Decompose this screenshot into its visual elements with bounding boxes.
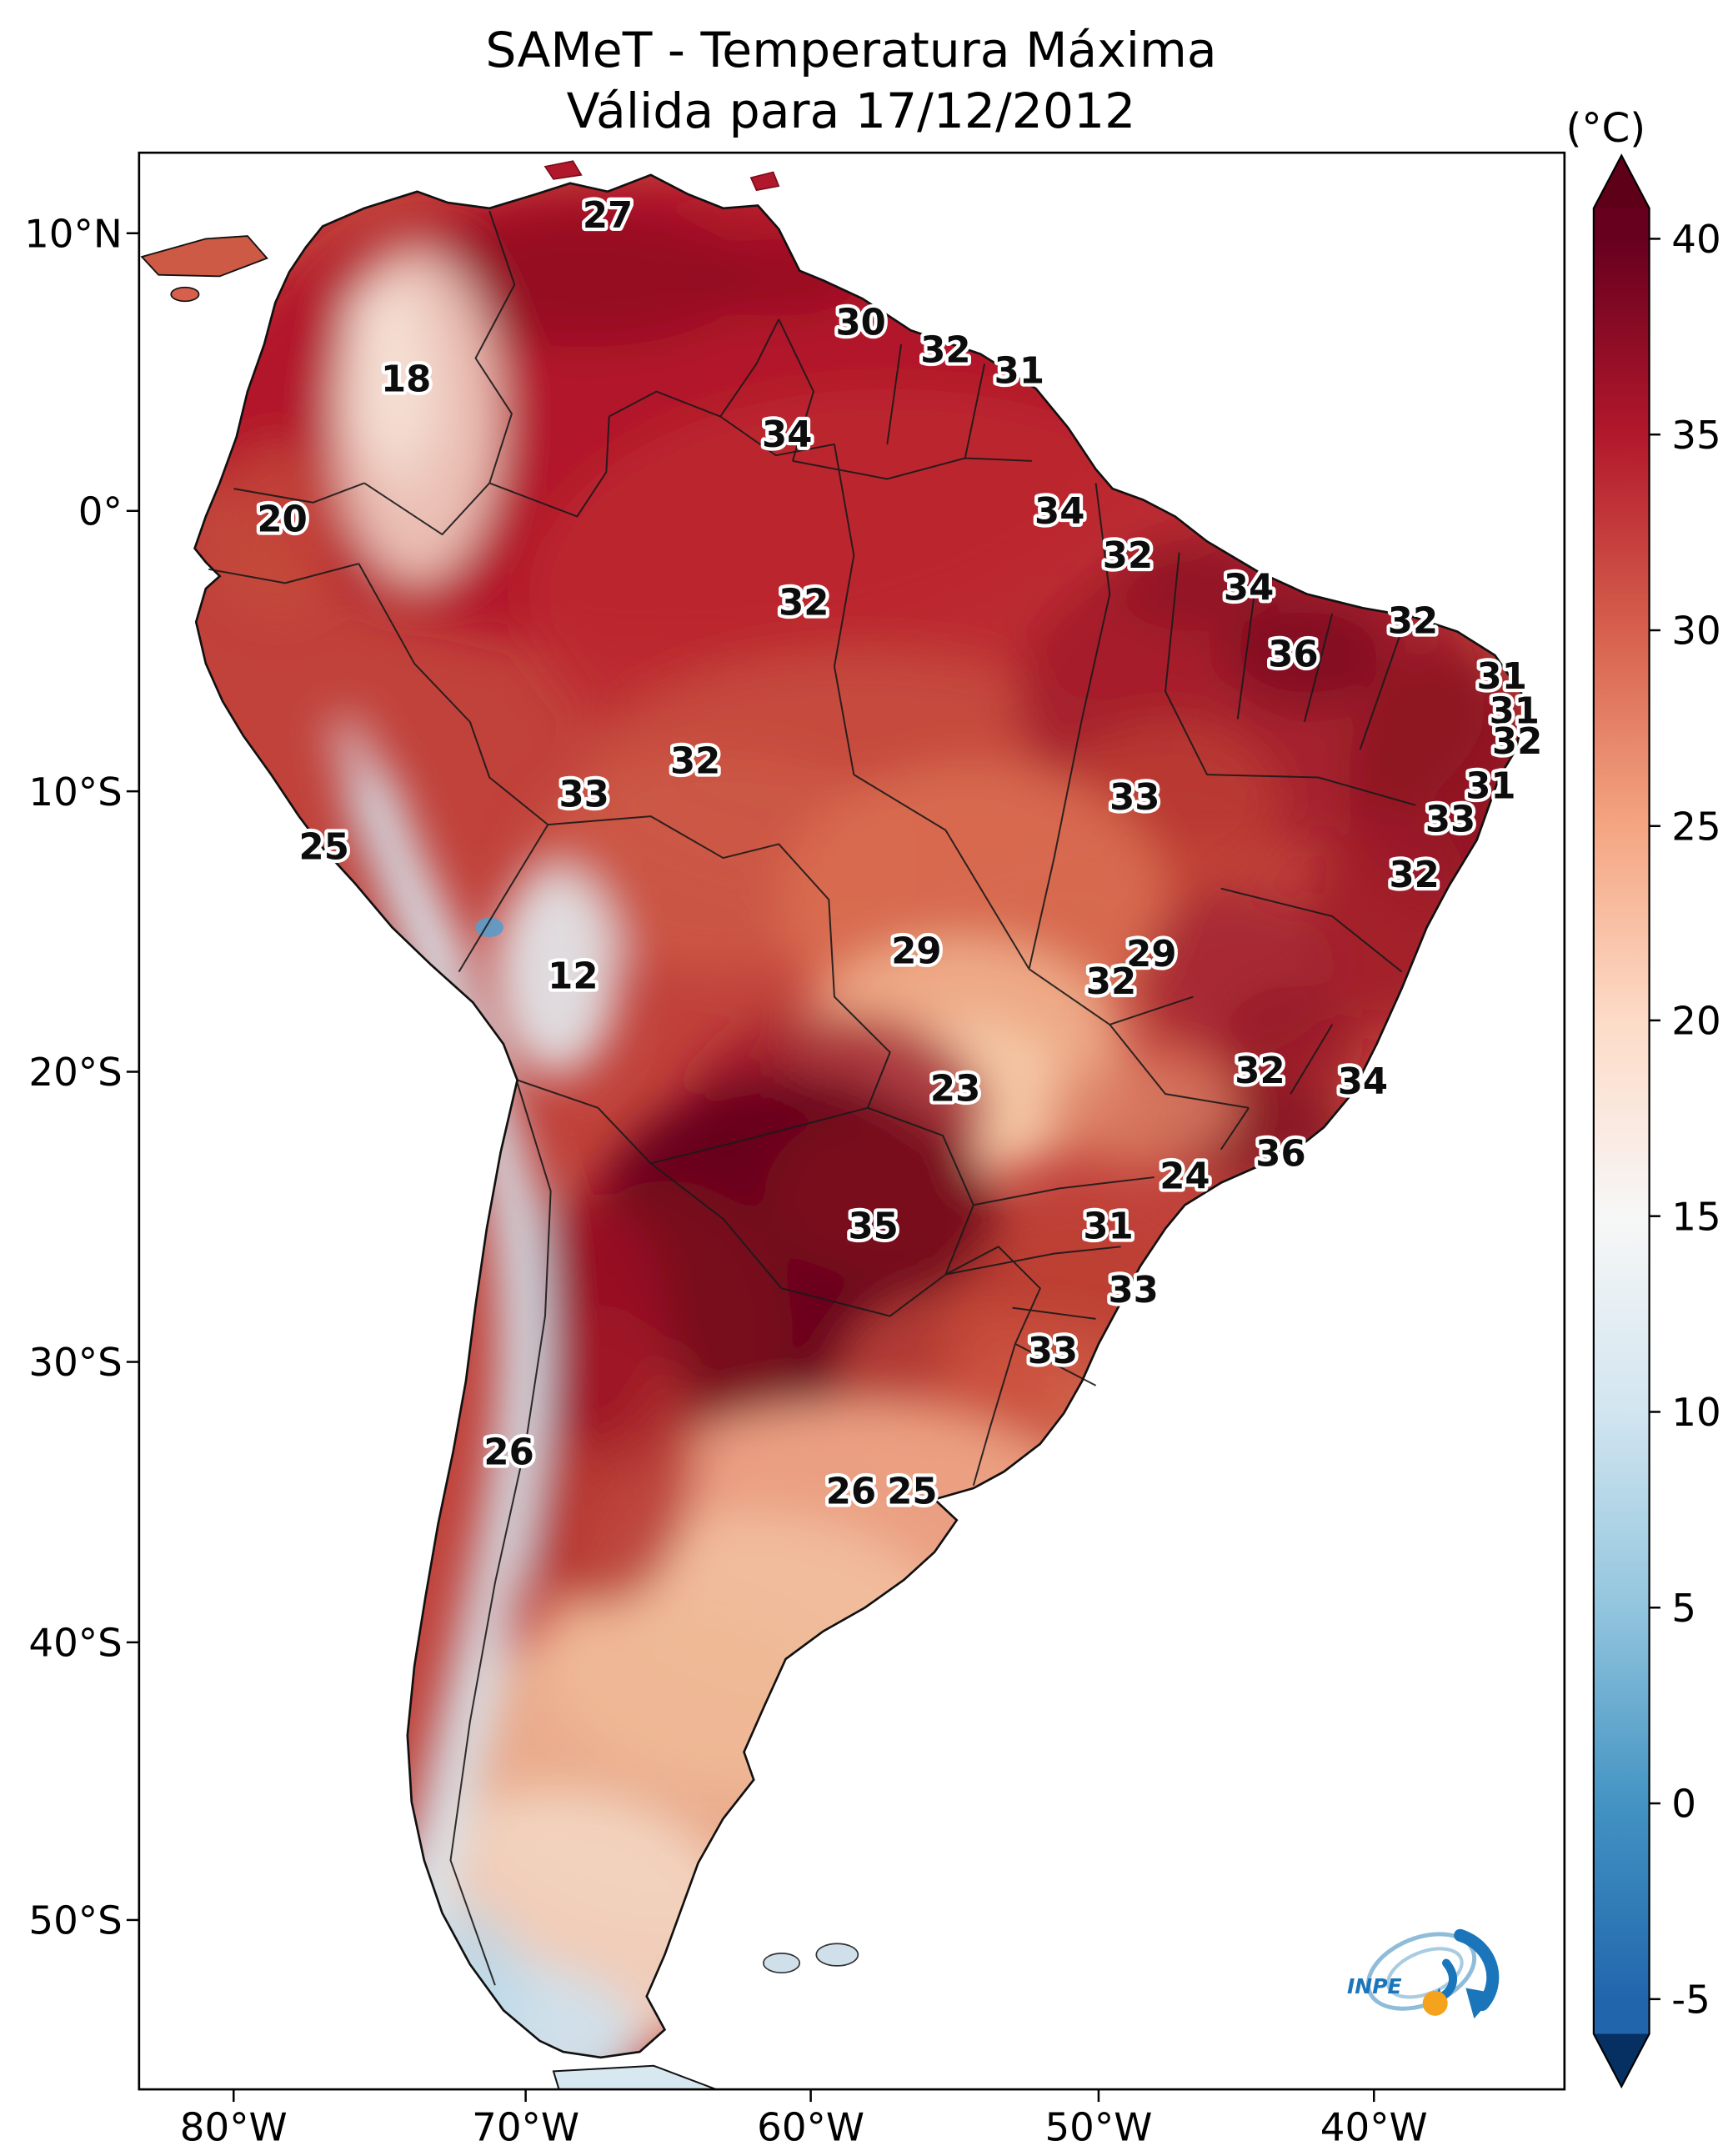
temp-label: 32 [1103, 535, 1153, 577]
y-tick-label: 0° [78, 489, 123, 534]
y-tick-label: 40°S [28, 1622, 122, 1667]
colorbar-unit-label: (°C) [1565, 105, 1645, 152]
temp-label: 34 [1338, 1061, 1388, 1103]
y-tick-label: 20°S [28, 1050, 122, 1096]
y-tick-label: 10°N [24, 212, 123, 257]
southern-islands [552, 1943, 859, 2090]
y-axis: 10°N 0° 10°S 20°S 30°S 40°S 50°S [24, 212, 139, 1944]
colorbar-tick-label: 15 [1671, 1195, 1720, 1240]
temp-label: 26 [826, 1471, 876, 1512]
colorbar-tick-label: -5 [1671, 1978, 1710, 2023]
x-tick-label: 80°W [180, 2106, 288, 2151]
temp-label: 30 [835, 302, 885, 343]
temp-label: 32 [779, 583, 829, 624]
temp-label: 33 [1108, 1270, 1158, 1311]
temp-label: 31 [994, 351, 1044, 393]
temp-label: 31 [1477, 656, 1527, 698]
temp-label: 32 [1492, 721, 1542, 763]
colorbar-tick-label: 20 [1671, 1000, 1720, 1045]
colorbar-tick-label: 5 [1671, 1587, 1696, 1632]
temp-label: 12 [548, 956, 598, 998]
temp-label: 34 [762, 414, 812, 456]
temp-label: 33 [1028, 1331, 1078, 1372]
temp-label: 35 [849, 1206, 899, 1247]
colorbar: 40 35 30 25 20 15 10 5 0 -5 [1592, 153, 1721, 2089]
temp-label: 36 [1255, 1134, 1305, 1176]
colorbar-tick-label: 0 [1671, 1782, 1696, 1828]
temp-label: 29 [1126, 934, 1176, 975]
map-title: SAMeT - Temperatura Máxima [485, 22, 1216, 78]
temp-label: 32 [1086, 961, 1136, 1003]
inpe-logo-dot [1422, 1990, 1448, 2016]
temp-label: 29 [891, 931, 941, 973]
colorbar-tick-label: 10 [1671, 1391, 1720, 1436]
colorbar-tick-label: 25 [1671, 805, 1720, 850]
temp-label: 23 [930, 1069, 980, 1111]
temp-label: 24 [1160, 1156, 1210, 1197]
y-tick-label: 30°S [28, 1341, 122, 1386]
colorbar-over-arrow [1593, 155, 1650, 208]
colorbar-tick-label: 30 [1671, 609, 1720, 654]
temp-label: 32 [1235, 1050, 1285, 1092]
x-tick-label: 60°W [757, 2106, 864, 2151]
temp-label: 32 [670, 741, 720, 783]
temp-label: 32 [1388, 600, 1438, 642]
temp-label: 25 [299, 827, 349, 869]
colorbar-outline [1592, 153, 1650, 2089]
y-tick-label: 10°S [28, 770, 122, 815]
temp-label: 33 [1109, 777, 1160, 819]
x-tick-label: 70°W [472, 2106, 579, 2151]
colorbar-under-arrow [1593, 2033, 1650, 2087]
continent-outline [193, 173, 1529, 2059]
plot-frame [138, 151, 1566, 2091]
temp-label: 25 [887, 1471, 937, 1512]
temp-label: 32 [920, 330, 970, 372]
temp-label: 31 [1490, 691, 1540, 733]
temp-label: 27 [583, 195, 633, 237]
temp-label: 32 [1389, 855, 1439, 896]
colorbar-tick-label: 40 [1671, 218, 1720, 263]
temp-label: 20 [257, 499, 307, 541]
inpe-logo-text: INPE [1347, 1974, 1402, 1998]
temp-label: 26 [483, 1432, 533, 1474]
temp-label: 34 [1034, 491, 1084, 533]
minor-land [140, 160, 780, 303]
y-tick-label: 50°S [28, 1899, 122, 1944]
temp-label: 18 [381, 359, 431, 401]
inpe-logo: INPE [1347, 1928, 1500, 2019]
temp-label: 33 [559, 774, 609, 815]
temp-label: 33 [1425, 799, 1475, 840]
x-tick-label: 40°W [1320, 2106, 1428, 2151]
political-borders [208, 210, 1416, 1986]
map-subtitle: Válida para 17/12/2012 [567, 83, 1136, 139]
colorbar-ticks: 40 35 30 25 20 15 10 5 0 -5 [1649, 218, 1721, 2023]
temp-label: 34 [1224, 567, 1274, 609]
colorbar-tick-label: 35 [1671, 414, 1720, 459]
temp-label: 31 [1083, 1206, 1133, 1247]
temp-label: 31 [1465, 766, 1515, 808]
x-tick-label: 50°W [1044, 2106, 1152, 2151]
temp-label: 36 [1268, 634, 1318, 675]
x-axis: 80°W 70°W 60°W 50°W 40°W [180, 2089, 1428, 2151]
colorbar-gradient [1593, 155, 1650, 2087]
